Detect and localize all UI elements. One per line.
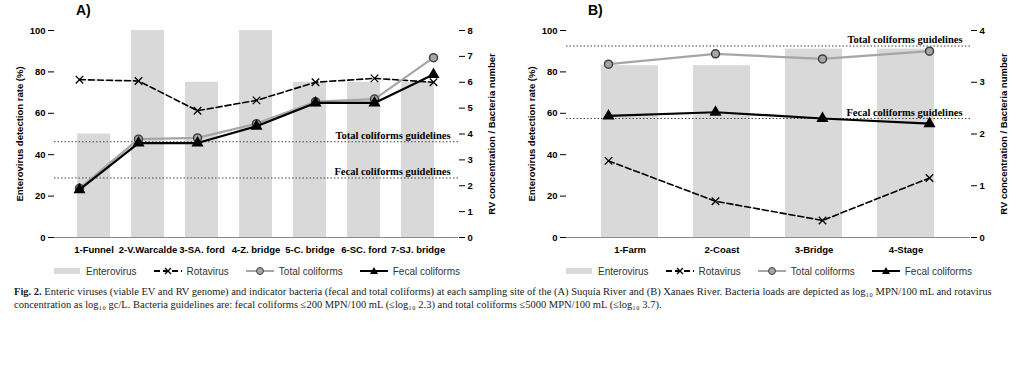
svg-text:0: 0	[468, 232, 473, 243]
svg-text:5: 5	[468, 102, 474, 113]
svg-text:Total coliforms guidelines: Total coliforms guidelines	[335, 130, 450, 141]
svg-text:6-SC. ford: 6-SC. ford	[341, 244, 387, 255]
svg-text:Enterovirus detection rate (%): Enterovirus detection rate (%)	[526, 66, 537, 201]
svg-text:Fecal coliforms guidelines: Fecal coliforms guidelines	[846, 107, 962, 118]
svg-text:20: 20	[547, 190, 558, 201]
svg-text:1: 1	[980, 180, 986, 191]
html-text:Enterovirus: Enterovirus	[86, 265, 137, 277]
svg-text:100: 100	[542, 25, 558, 36]
svg-text:Total coliforms guidelines: Total coliforms guidelines	[847, 34, 962, 45]
svg-text:2: 2	[980, 128, 985, 139]
svg-text:3: 3	[468, 154, 473, 165]
svg-text:100: 100	[30, 25, 46, 36]
svg-text:5-C. bridge: 5-C. bridge	[285, 244, 335, 255]
svg-text:80: 80	[547, 66, 558, 77]
svg-text:2: 2	[468, 180, 473, 191]
html-text:Rotavirus: Rotavirus	[698, 265, 741, 277]
html-text:Enterovirus: Enterovirus	[598, 265, 649, 277]
html-text:Fecal coliforms: Fecal coliforms	[904, 265, 972, 277]
svg-text:1-Farm: 1-Farm	[614, 244, 646, 255]
svg-text:0: 0	[552, 232, 557, 243]
svg-text:60: 60	[35, 107, 46, 118]
html-text:Fig. 2. Enteric viruses (viabl: Fig. 2. Enteric viruses (viable EV and R…	[14, 286, 992, 310]
svg-text:1: 1	[468, 206, 474, 217]
svg-text:3: 3	[980, 76, 985, 87]
html-text:A): A)	[76, 2, 91, 18]
svg-text:0: 0	[40, 232, 45, 243]
svg-text:7: 7	[468, 50, 473, 61]
svg-text:3-SA. ford: 3-SA. ford	[179, 244, 225, 255]
svg-text:3-Bridge: 3-Bridge	[795, 244, 834, 255]
svg-text:2-V.Warcalde: 2-V.Warcalde	[119, 244, 177, 255]
svg-text:4: 4	[468, 128, 474, 139]
svg-text:0: 0	[980, 232, 985, 243]
svg-text:1-Funnel: 1-Funnel	[74, 244, 114, 255]
svg-text:2-Coast: 2-Coast	[705, 244, 741, 255]
svg-text:40: 40	[35, 149, 46, 160]
svg-text:60: 60	[547, 107, 558, 118]
svg-text:Enterovirus detection rate (%): Enterovirus detection rate (%)	[14, 66, 25, 201]
html-text:Total coliforms: Total coliforms	[790, 265, 855, 277]
svg-text:Fecal coliforms guidelines: Fecal coliforms guidelines	[334, 166, 450, 177]
svg-text:80: 80	[35, 66, 46, 77]
html-text:B): B)	[588, 2, 603, 18]
svg-text:RV concentration / Bacteria nu: RV concentration / Bacteria number	[486, 53, 497, 215]
svg-text:8: 8	[468, 25, 473, 36]
html-text:Fecal coliforms: Fecal coliforms	[392, 265, 460, 277]
svg-text:4-Stage: 4-Stage	[889, 244, 923, 255]
svg-text:6: 6	[468, 76, 473, 87]
svg-text:RV concentration / Bacteria nu: RV concentration / Bacteria number	[998, 53, 1009, 215]
svg-text:7-SJ. bridge: 7-SJ. bridge	[391, 244, 445, 255]
svg-text:40: 40	[547, 149, 558, 160]
html-text:Total coliforms: Total coliforms	[278, 265, 343, 277]
html-text:Rotavirus: Rotavirus	[186, 265, 229, 277]
svg-text:4-Z. bridge: 4-Z. bridge	[232, 244, 281, 255]
svg-text:20: 20	[35, 190, 46, 201]
svg-text:4: 4	[980, 25, 986, 36]
